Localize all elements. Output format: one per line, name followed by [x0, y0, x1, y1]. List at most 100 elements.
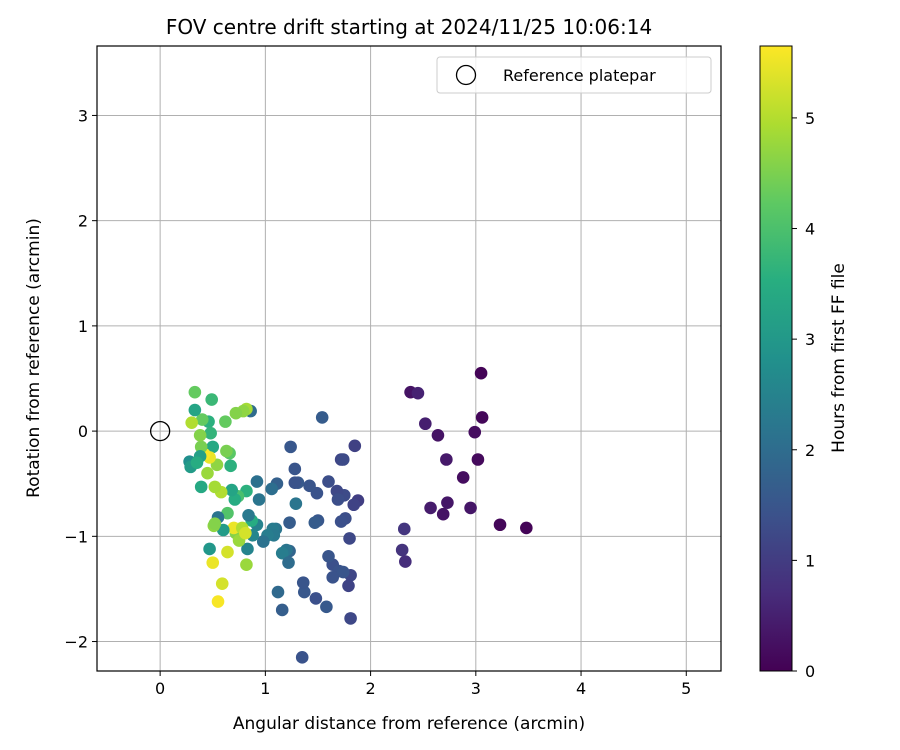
- colorbar-tick-label: 2: [805, 441, 815, 460]
- data-point: [208, 517, 222, 530]
- data-point: [334, 515, 348, 528]
- data-point: [275, 603, 289, 617]
- data-point: [282, 556, 295, 569]
- data-point: [250, 475, 264, 488]
- data-point: [326, 571, 340, 584]
- data-point: [322, 475, 335, 488]
- data-point: [322, 550, 335, 563]
- data-point: [283, 516, 296, 529]
- legend: Reference platepar: [436, 56, 712, 94]
- colorbar-tick-label: 1: [805, 551, 815, 570]
- y-axis-label: Rotation from reference (arcmin): [24, 218, 44, 498]
- data-point: [206, 556, 220, 569]
- legend-box: [436, 56, 712, 94]
- y-tick-label: −1: [64, 527, 88, 546]
- data-point: [342, 579, 355, 593]
- data-point: [225, 483, 238, 497]
- data-point: [471, 453, 485, 466]
- data-point: [520, 521, 533, 535]
- data-point: [419, 417, 432, 431]
- data-point: [288, 476, 302, 489]
- data-point: [464, 501, 477, 515]
- data-point: [239, 526, 252, 540]
- data-point: [194, 440, 208, 454]
- colorbar-tick-label: 3: [805, 330, 815, 349]
- data-point: [297, 585, 311, 599]
- data-point: [275, 546, 289, 560]
- data-point: [431, 429, 445, 442]
- data-point: [242, 508, 255, 522]
- data-point: [224, 459, 237, 473]
- data-point: [441, 496, 454, 509]
- data-point: [190, 456, 204, 469]
- data-point: [284, 440, 297, 454]
- data-point: [320, 600, 333, 614]
- data-point: [440, 453, 453, 466]
- reference-platepar-marker: [149, 420, 171, 442]
- data-point: [195, 413, 209, 426]
- data-point: [411, 386, 425, 400]
- data-point: [475, 411, 489, 424]
- data-point: [308, 516, 322, 529]
- x-axis-label: Angular distance from reference (arcmin): [233, 714, 585, 734]
- data-point: [348, 439, 362, 453]
- data-point: [241, 542, 254, 556]
- colorbar-tick-label: 0: [805, 662, 815, 681]
- data-point: [397, 522, 411, 536]
- data-point: [265, 482, 278, 496]
- data-point: [271, 585, 285, 599]
- x-axis-ticks: 0 1 2 3 4 5: [155, 671, 691, 698]
- data-point: [493, 518, 507, 532]
- data-point: [344, 612, 357, 625]
- data-point: [343, 532, 356, 545]
- legend-label: Reference platepar: [503, 66, 656, 85]
- chart-title: FOV centre drift starting at 2024/11/25 …: [166, 15, 652, 39]
- data-point: [474, 366, 488, 380]
- data-point: [296, 576, 310, 589]
- data-point: [205, 393, 218, 406]
- x-tick-label: 3: [471, 679, 481, 698]
- colorbar-label: Hours from first FF file: [829, 263, 849, 453]
- data-point: [289, 497, 303, 511]
- data-point: [229, 406, 243, 420]
- data-point: [193, 429, 207, 442]
- data-point: [201, 466, 214, 480]
- data-point: [424, 501, 437, 515]
- data-point: [220, 444, 233, 458]
- data-point: [436, 507, 450, 521]
- x-tick-label: 2: [365, 679, 375, 698]
- y-tick-label: 3: [78, 106, 88, 125]
- plot-area-frame: [96, 45, 722, 672]
- data-point: [206, 440, 220, 454]
- data-point: [395, 543, 409, 557]
- colorbar-tick-label: 4: [805, 220, 815, 239]
- colorbar: 0 1 2 3 4 5 Hours from first FF file: [759, 45, 849, 681]
- data-point: [252, 493, 266, 506]
- data-point: [456, 471, 470, 484]
- reference-marker-layer: [149, 420, 171, 442]
- data-point: [221, 506, 234, 520]
- y-tick-label: 1: [78, 317, 88, 336]
- data-point: [468, 425, 482, 439]
- y-axis-ticks: −2 −1 0 1 2 3: [64, 106, 97, 652]
- data-point: [336, 453, 350, 466]
- data-point: [315, 411, 329, 424]
- data-point: [331, 493, 345, 506]
- data-point: [215, 577, 229, 590]
- data-point: [208, 480, 222, 494]
- data-point: [347, 498, 361, 512]
- y-tick-label: 0: [78, 422, 88, 441]
- x-tick-label: 0: [155, 679, 165, 698]
- data-point: [256, 535, 270, 548]
- data-point: [188, 385, 202, 399]
- data-point: [185, 416, 199, 429]
- data-point: [211, 595, 225, 608]
- data-point: [219, 415, 232, 428]
- scatter-points: [183, 366, 533, 664]
- data-point: [203, 542, 216, 556]
- data-point: [288, 462, 302, 476]
- data-point: [188, 403, 202, 417]
- data-point: [221, 545, 234, 559]
- data-point: [194, 480, 208, 494]
